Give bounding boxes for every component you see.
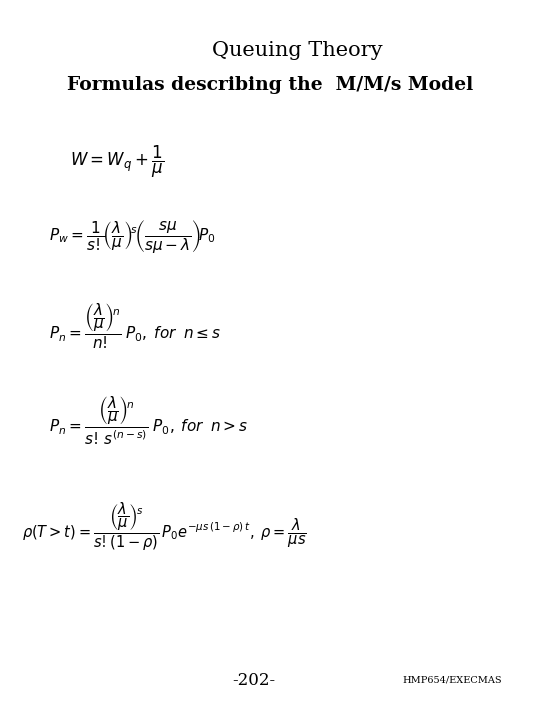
- Text: -202-: -202-: [232, 672, 275, 689]
- Text: Formulas describing the  M/M/s Model: Formulas describing the M/M/s Model: [67, 76, 473, 94]
- Text: Queuing Theory: Queuing Theory: [212, 41, 382, 60]
- Text: $P_w = \dfrac{1}{s!}\!\left(\dfrac{\lambda}{\mu}\right)^{\!s}\!\left(\dfrac{s\mu: $P_w = \dfrac{1}{s!}\!\left(\dfrac{\lamb…: [49, 217, 215, 255]
- Text: $P_n = \dfrac{\left(\dfrac{\lambda}{\mu}\right)^{\!n}}{n!}\;P_0,\;\mathit{for}\;: $P_n = \dfrac{\left(\dfrac{\lambda}{\mu}…: [49, 301, 221, 351]
- Text: $P_n = \dfrac{\left(\dfrac{\lambda}{\mu}\right)^{\!n}}{s!\,s^{(n-s)}}\;P_0,\;\ma: $P_n = \dfrac{\left(\dfrac{\lambda}{\mu}…: [49, 395, 248, 447]
- Text: $\rho(T>t)=\dfrac{\left(\dfrac{\lambda}{\mu}\right)^{\!s}}{s!(1-\rho)}\,P_0 e^{-: $\rho(T>t)=\dfrac{\left(\dfrac{\lambda}{…: [22, 501, 306, 553]
- Text: $W = W_q + \dfrac{1}{\mu}$: $W = W_q + \dfrac{1}{\mu}$: [70, 144, 164, 180]
- Text: HMP654/EXECMAS: HMP654/EXECMAS: [403, 676, 502, 685]
